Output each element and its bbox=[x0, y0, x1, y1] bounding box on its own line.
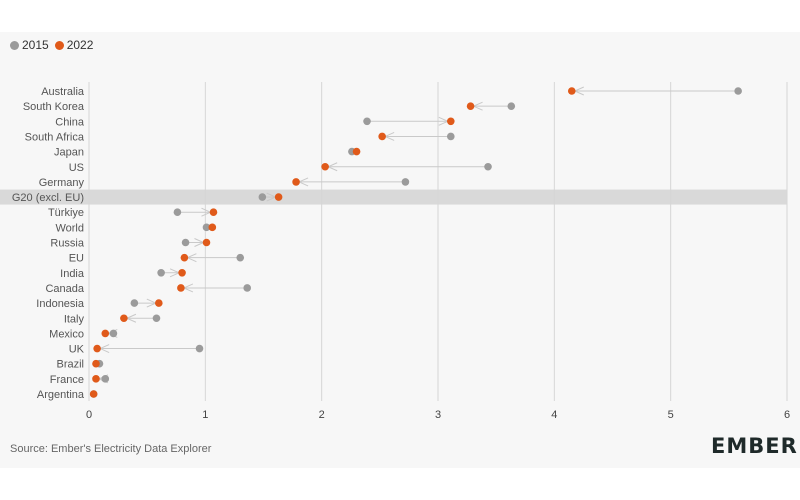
y-category-label: UK bbox=[69, 344, 85, 356]
y-category-label: Russia bbox=[50, 238, 85, 250]
point-2022 bbox=[155, 299, 163, 307]
point-2015 bbox=[202, 223, 211, 232]
point-2022 bbox=[92, 359, 100, 368]
y-category-label: South Korea bbox=[23, 101, 85, 113]
y-category-label: World bbox=[55, 222, 84, 234]
y-category-label: France bbox=[50, 374, 84, 386]
y-category-label: India bbox=[60, 268, 85, 280]
legend-marker-2015 bbox=[10, 40, 19, 50]
point-2015 bbox=[446, 132, 455, 141]
x-tick-label-6: 6 bbox=[784, 409, 790, 421]
y-category-label: US bbox=[69, 162, 84, 174]
point-2015 bbox=[734, 87, 742, 95]
ember-logo: EMBER bbox=[711, 434, 798, 458]
legend-label-2015: 2015 bbox=[22, 38, 49, 52]
x-tick-label-3: 3 bbox=[435, 409, 441, 421]
point-2015 bbox=[258, 193, 267, 201]
point-2022 bbox=[292, 178, 300, 186]
point-2022 bbox=[274, 193, 283, 201]
source-note: Source: Ember's Electricity Data Explore… bbox=[10, 443, 212, 455]
highlight-band bbox=[0, 189, 787, 205]
y-category-label: Australia bbox=[41, 86, 85, 98]
y-category-label: Japan bbox=[54, 147, 84, 159]
legend-item-2015[interactable]: 2015 bbox=[10, 38, 49, 52]
point-2015 bbox=[181, 238, 190, 247]
y-category-label: Indonesia bbox=[36, 298, 85, 310]
point-2022 bbox=[446, 117, 455, 126]
point-2015 bbox=[173, 208, 182, 216]
point-2022 bbox=[101, 329, 110, 338]
point-2015 bbox=[152, 314, 161, 323]
point-2015 bbox=[363, 117, 371, 126]
y-category-label: EU bbox=[69, 253, 84, 265]
point-2015 bbox=[401, 178, 410, 186]
point-2022 bbox=[209, 208, 218, 216]
point-2015 bbox=[195, 344, 204, 353]
y-category-label: Italy bbox=[64, 313, 85, 325]
x-tick-label-5: 5 bbox=[668, 409, 674, 421]
x-tick-label-1: 1 bbox=[202, 409, 208, 421]
point-2015 bbox=[236, 253, 245, 262]
point-2022 bbox=[208, 223, 217, 232]
point-2015 bbox=[157, 269, 165, 277]
point-2022 bbox=[93, 344, 101, 353]
point-2022 bbox=[352, 147, 361, 156]
point-2015 bbox=[507, 102, 516, 110]
point-2015 bbox=[101, 375, 110, 383]
y-category-label: Germany bbox=[39, 177, 85, 189]
point-2022 bbox=[378, 132, 386, 141]
point-2022 bbox=[89, 390, 98, 398]
point-2022 bbox=[321, 162, 329, 171]
point-2022 bbox=[466, 102, 475, 110]
point-2015 bbox=[109, 329, 118, 338]
x-tick-label-0: 0 bbox=[86, 409, 92, 421]
point-2022 bbox=[202, 238, 211, 247]
legend-label-2022: 2022 bbox=[66, 38, 94, 52]
y-category-label: China bbox=[55, 116, 85, 128]
point-2015 bbox=[243, 284, 252, 292]
y-category-label: Türkiye bbox=[48, 207, 84, 219]
x-tick-label-2: 2 bbox=[319, 409, 325, 421]
legend: 2015 2022 bbox=[10, 38, 99, 52]
chart-frame bbox=[0, 32, 800, 468]
point-2022 bbox=[120, 314, 128, 323]
y-category-label: Argentina bbox=[37, 389, 85, 401]
legend-item-2022[interactable]: 2022 bbox=[54, 38, 94, 52]
point-2015 bbox=[484, 162, 492, 171]
point-2015 bbox=[130, 299, 139, 307]
y-category-label: Brazil bbox=[56, 359, 84, 371]
point-2022 bbox=[180, 253, 189, 262]
x-tick-label-4: 4 bbox=[551, 409, 557, 421]
legend-marker-2022 bbox=[54, 40, 64, 50]
y-category-label: Mexico bbox=[49, 328, 84, 340]
y-category-label: Canada bbox=[45, 283, 84, 295]
y-category-label: G20 (excl. EU) bbox=[12, 192, 84, 204]
point-2022 bbox=[178, 269, 186, 277]
point-2022 bbox=[92, 375, 100, 383]
point-2022 bbox=[567, 87, 576, 95]
point-2022 bbox=[177, 284, 185, 292]
y-category-label: South Africa bbox=[25, 131, 85, 143]
